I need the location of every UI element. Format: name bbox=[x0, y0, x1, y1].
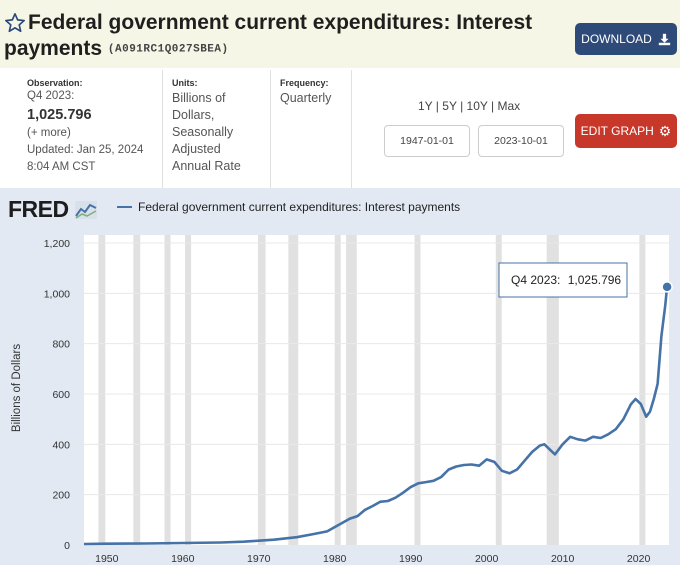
fred-logo: FRED bbox=[8, 196, 97, 223]
y-tick-label: 400 bbox=[52, 439, 70, 451]
units-line: Adjusted bbox=[172, 142, 221, 156]
series-id: (A091RC1Q027SBEA) bbox=[107, 43, 229, 56]
recession-band bbox=[334, 235, 341, 545]
range-max[interactable]: Max bbox=[497, 99, 521, 113]
legend-label: Federal government current expenditures:… bbox=[138, 200, 461, 214]
x-tick-label: 1980 bbox=[323, 553, 347, 565]
start-date-input[interactable]: 1947-01-01 bbox=[384, 125, 470, 157]
x-tick-label: 2010 bbox=[551, 553, 575, 565]
title-line-2: payments bbox=[4, 37, 103, 60]
edit-graph-button[interactable]: EDIT GRAPH ⚙ bbox=[575, 114, 677, 148]
recession-band bbox=[133, 235, 141, 545]
recession-band bbox=[257, 235, 266, 545]
tooltip-value: 1,025.796 bbox=[568, 273, 622, 287]
last-data-point[interactable] bbox=[661, 281, 673, 293]
units-panel: Units: Billions of Dollars, Seasonally A… bbox=[172, 70, 262, 188]
chart-svg: 0 200 400 600 800 1,000 1,200 1950 1960 1970 1980… bbox=[11, 235, 673, 565]
y-tick-label: 1,000 bbox=[44, 288, 70, 300]
gear-icon: ⚙ bbox=[658, 122, 672, 139]
units-line: Dollars, bbox=[172, 108, 215, 122]
frequency-panel: Frequency: Quarterly bbox=[280, 70, 350, 188]
edit-graph-label: EDIT GRAPH bbox=[580, 124, 654, 138]
download-icon bbox=[658, 33, 671, 45]
page-header: Federal government current expenditures:… bbox=[0, 0, 680, 68]
title-line-1: Federal government current expenditures:… bbox=[28, 11, 533, 34]
range-5y[interactable]: 5Y bbox=[442, 99, 457, 113]
recession-band bbox=[639, 235, 646, 545]
legend-swatch bbox=[117, 206, 132, 208]
download-button[interactable]: DOWNLOAD bbox=[575, 23, 677, 55]
x-tick-label: 1950 bbox=[95, 553, 119, 565]
series-line bbox=[83, 286, 669, 546]
observation-period: Q4 2023: bbox=[27, 90, 75, 102]
range-10y[interactable]: 10Y bbox=[466, 99, 488, 113]
star-icon[interactable] bbox=[4, 12, 26, 34]
observation-value: 1,025.796 bbox=[27, 107, 92, 123]
logo-text: FRED bbox=[8, 196, 69, 222]
recession-band bbox=[495, 235, 502, 545]
x-tick-label: 2000 bbox=[475, 553, 499, 565]
y-axis-label: Billions of Dollars bbox=[11, 344, 23, 432]
logo-chart-icon bbox=[74, 201, 97, 219]
units-line: Billions of bbox=[172, 91, 226, 105]
frequency-label: Frequency: bbox=[280, 78, 329, 88]
chart-legend: Federal government current expenditures:… bbox=[117, 200, 460, 214]
x-tick-label: 1970 bbox=[247, 553, 271, 565]
y-tick-label: 0 bbox=[64, 540, 70, 552]
updated-date: Jan 25, 2024 bbox=[76, 144, 144, 156]
y-tick-label: 800 bbox=[52, 339, 70, 351]
end-date-input[interactable]: 2023-10-01 bbox=[478, 125, 564, 157]
range-selector: 1Y | 5Y | 10Y | Max bbox=[418, 99, 521, 113]
divider bbox=[270, 70, 271, 188]
recession-band bbox=[185, 235, 192, 545]
divider bbox=[351, 70, 352, 188]
y-tick-label: 600 bbox=[52, 389, 70, 401]
frequency-value: Quarterly bbox=[280, 91, 332, 105]
updated-label: Updated: bbox=[27, 144, 74, 156]
divider bbox=[162, 70, 163, 188]
x-tick-label: 1960 bbox=[171, 553, 195, 565]
download-label: DOWNLOAD bbox=[581, 32, 652, 46]
recession-band bbox=[98, 235, 106, 545]
recession-band bbox=[546, 235, 559, 545]
y-tick-label: 1,200 bbox=[44, 238, 70, 250]
x-tick-label: 2020 bbox=[627, 553, 651, 565]
recession-band bbox=[414, 235, 421, 545]
recession-band bbox=[164, 235, 171, 545]
units-label: Units: bbox=[172, 78, 198, 88]
recession-band bbox=[288, 235, 299, 545]
units-line: Seasonally bbox=[172, 125, 234, 139]
updated-time: 8:04 AM CST bbox=[27, 161, 96, 173]
range-1y[interactable]: 1Y bbox=[418, 99, 433, 113]
y-tick-label: 200 bbox=[52, 490, 70, 502]
tooltip-label: Q4 2023: bbox=[511, 273, 560, 287]
recession-band bbox=[346, 235, 357, 545]
observation-label: Observation: bbox=[27, 78, 83, 88]
tooltip: Q4 2023: 1,025.796 bbox=[498, 262, 628, 298]
units-line: Annual Rate bbox=[172, 159, 241, 173]
tooltip-text: Q4 2023: 1,025.796 bbox=[511, 273, 621, 287]
x-tick-label: 1990 bbox=[399, 553, 423, 565]
more-link[interactable]: (+ more) bbox=[27, 127, 71, 139]
chart-area: FRED Federal government current expendit… bbox=[0, 188, 680, 565]
observation-panel: Observation: Q4 2023: 1,025.796 (+ more)… bbox=[27, 70, 162, 188]
